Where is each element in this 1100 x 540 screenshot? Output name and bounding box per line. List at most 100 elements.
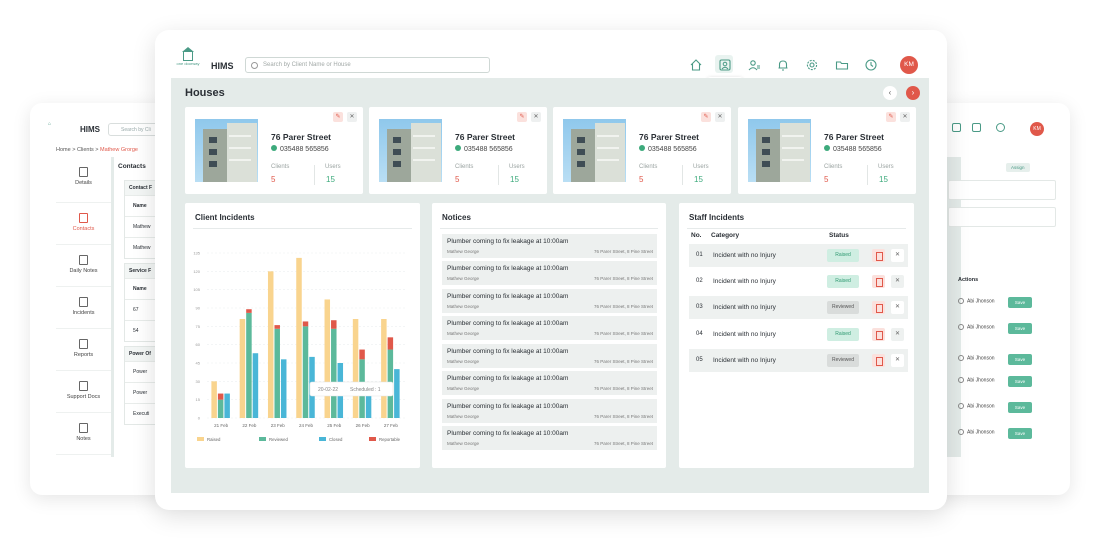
- notice-item[interactable]: Plumber coming to fix leakage at 10:00am…: [442, 399, 657, 423]
- notice-item[interactable]: Plumber coming to fix leakage at 10:00am…: [442, 344, 657, 368]
- sidebar-item-incidents[interactable]: Incidents: [56, 287, 111, 329]
- close-icon[interactable]: ✕: [531, 112, 541, 122]
- app-logo[interactable]: one doorway: [175, 47, 201, 72]
- clock-icon[interactable]: [996, 123, 1005, 132]
- x-tick-label: 27 Feb: [384, 423, 399, 428]
- edit-icon[interactable]: ✎: [886, 112, 896, 122]
- close-icon[interactable]: ✕: [891, 328, 904, 341]
- clients-label: Clients: [271, 164, 290, 170]
- pdf-icon[interactable]: [872, 275, 885, 288]
- bar-reportable: [359, 349, 365, 360]
- clients-label: Clients: [824, 164, 843, 170]
- edit-icon[interactable]: ✎: [333, 112, 343, 122]
- clock-icon[interactable]: [864, 58, 878, 72]
- gear-icon[interactable]: [805, 58, 819, 72]
- save-button[interactable]: Save: [1008, 376, 1032, 387]
- notice-item[interactable]: Plumber coming to fix leakage at 10:00am…: [442, 426, 657, 450]
- main-window: one doorway HIMS Search by Client Name o…: [155, 30, 947, 510]
- col-no: No.: [691, 232, 702, 239]
- close-icon[interactable]: ✕: [715, 112, 725, 122]
- assign-field-2[interactable]: [948, 207, 1056, 227]
- house-photo: [563, 119, 626, 182]
- sidebar-item-contacts[interactable]: Contacts: [56, 203, 111, 245]
- actions-header: Actions: [958, 277, 979, 283]
- sidebar-item-reports[interactable]: Reports: [56, 329, 111, 371]
- pdf-icon[interactable]: [872, 249, 885, 262]
- incidents-bar-chart: 0 15 30 45 60 75 90 105 120 135 21 Feb 22 Feb 23 Feb…: [193, 251, 405, 442]
- assign-button[interactable]: Assign: [1006, 163, 1030, 172]
- gear-icon[interactable]: [952, 123, 961, 132]
- legend-swatch: [259, 437, 266, 441]
- bar-raised: [352, 319, 359, 418]
- house-card[interactable]: 76 Parer Street 035488 565856 Clients Us…: [369, 107, 547, 194]
- status-badge: Raised: [827, 275, 859, 288]
- close-icon[interactable]: ✕: [347, 112, 357, 122]
- next-button[interactable]: ›: [906, 86, 920, 100]
- house-photo: [748, 119, 811, 182]
- notice-item[interactable]: Plumber coming to fix leakage at 10:00am…: [442, 316, 657, 340]
- back-avatar[interactable]: KM: [1030, 122, 1044, 136]
- y-tick-label: 105: [193, 287, 200, 292]
- users-label: Users: [878, 164, 894, 170]
- notice-item[interactable]: Plumber coming to fix leakage at 10:00am…: [442, 289, 657, 313]
- legend-label: Closed: [329, 437, 343, 442]
- note-icon: [79, 423, 88, 433]
- pdf-icon[interactable]: [872, 354, 885, 367]
- house-card[interactable]: 76 Parer Street 035488 565856 Clients Us…: [738, 107, 916, 194]
- save-button[interactable]: Save: [1008, 402, 1032, 413]
- notice-item[interactable]: Plumber coming to fix leakage at 10:00am…: [442, 234, 657, 258]
- notice-item[interactable]: Plumber coming to fix leakage at 10:00am…: [442, 261, 657, 285]
- save-button[interactable]: Save: [1008, 297, 1032, 308]
- save-button[interactable]: Save: [1008, 428, 1032, 439]
- bar-reportable: [274, 325, 280, 329]
- user-avatar[interactable]: KM: [900, 56, 918, 74]
- house-card[interactable]: 76 Parer Street 035488 565856 Clients Us…: [185, 107, 363, 194]
- folder-icon[interactable]: [835, 58, 849, 72]
- contact-icon: [79, 213, 88, 223]
- clients-icon[interactable]: [715, 55, 733, 73]
- close-icon[interactable]: ✕: [891, 301, 904, 314]
- pdf-icon[interactable]: [872, 301, 885, 314]
- tooltip-text: Scheduled : 1: [350, 387, 381, 393]
- sidebar-item-details[interactable]: Details: [56, 157, 111, 203]
- client-incidents-title: Client Incidents: [195, 213, 255, 222]
- sidebar-item-notes[interactable]: Notes: [56, 413, 111, 455]
- assign-field-1[interactable]: [948, 180, 1056, 200]
- user-icon: [958, 324, 964, 330]
- breadcrumb-home[interactable]: Home: [56, 147, 71, 153]
- search-input[interactable]: Search by Client Name or House: [245, 57, 490, 73]
- user-settings-icon[interactable]: [747, 58, 761, 72]
- document-icon: [79, 167, 88, 177]
- pdf-icon[interactable]: [872, 328, 885, 341]
- home-icon[interactable]: [689, 58, 703, 72]
- users-count: 15: [326, 175, 335, 184]
- sidebar-item-daily-notes[interactable]: Daily Notes: [56, 245, 111, 287]
- y-tick-label: 120: [193, 269, 200, 274]
- edit-icon[interactable]: ✎: [701, 112, 711, 122]
- table-row: 03 Incident with no Injury Reviewed ✕: [689, 296, 908, 319]
- prev-button[interactable]: ‹: [883, 86, 897, 100]
- edit-icon[interactable]: ✎: [517, 112, 527, 122]
- breadcrumb-clients[interactable]: Clients: [76, 147, 94, 153]
- clients-count: 5: [639, 175, 644, 184]
- clients-label: Clients: [639, 164, 658, 170]
- save-button[interactable]: Save: [1008, 323, 1032, 334]
- table-row: 02 Incident with no Injury Raised ✕: [689, 270, 908, 293]
- page-title: Houses: [185, 87, 225, 99]
- house-phone: 035488 565856: [271, 145, 329, 153]
- save-button[interactable]: Save: [1008, 354, 1032, 365]
- folder-icon[interactable]: [972, 123, 981, 132]
- bell-icon[interactable]: [776, 58, 790, 72]
- table-row: 01 Incident with no Injury Raised ✕: [689, 244, 908, 267]
- bar-raised: [296, 257, 302, 418]
- bar-raised: [267, 271, 274, 418]
- close-icon[interactable]: ✕: [891, 354, 904, 367]
- search-placeholder: Search by Client Name or House: [263, 62, 351, 68]
- sidebar-item-support-docs[interactable]: Support Docs: [56, 371, 111, 413]
- staff-incidents-panel: Staff Incidents No. Category Status 01 I…: [679, 203, 914, 468]
- house-card[interactable]: 76 Parer Street 035488 565856 Clients Us…: [553, 107, 731, 194]
- close-icon[interactable]: ✕: [900, 112, 910, 122]
- close-icon[interactable]: ✕: [891, 249, 904, 262]
- notice-item[interactable]: Plumber coming to fix leakage at 10:00am…: [442, 371, 657, 395]
- close-icon[interactable]: ✕: [891, 275, 904, 288]
